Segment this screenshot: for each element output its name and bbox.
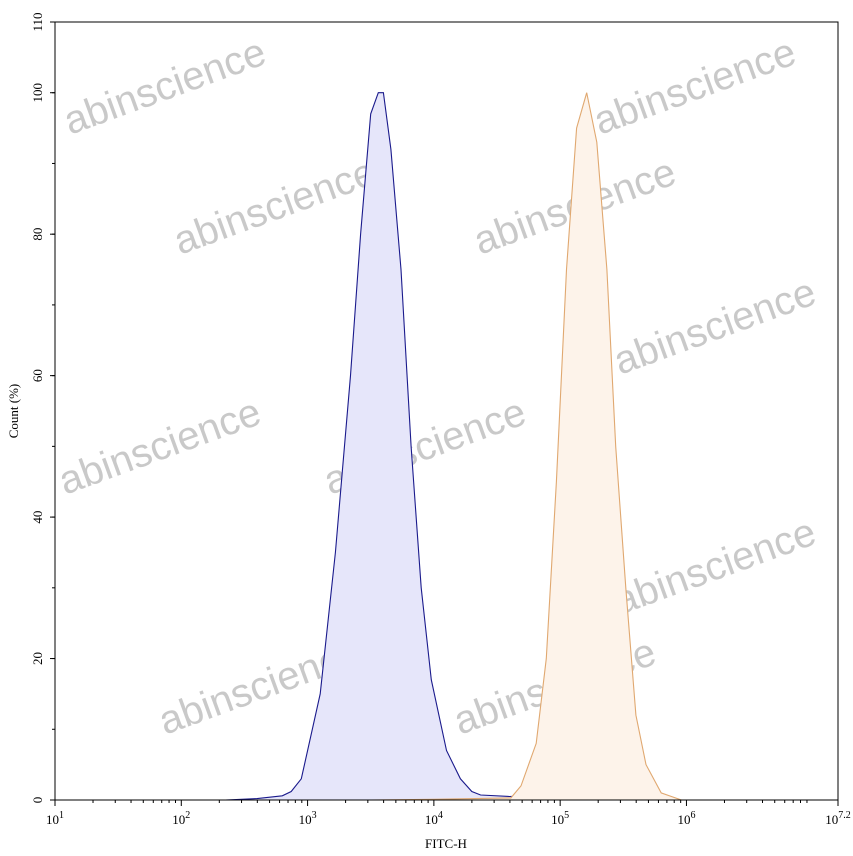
x-tick-label: 106 <box>677 810 695 827</box>
y-tick-label: 20 <box>30 652 45 665</box>
series-1-fill <box>370 92 682 800</box>
watermark-text: abinscience <box>168 150 382 264</box>
watermark-text: abinscience <box>608 270 822 384</box>
plot-frame <box>54 21 839 801</box>
series-0-line <box>225 92 582 801</box>
x-axis-label: FITC-H <box>425 836 467 851</box>
series-layer <box>225 92 682 801</box>
y-tick-label: 60 <box>30 369 45 382</box>
y-tick-label: 0 <box>30 797 45 804</box>
x-tick-label: 102 <box>172 810 190 827</box>
x-tick-label: 101 <box>46 810 64 827</box>
y-axis-label: Count (%) <box>6 384 21 439</box>
series-0-fill <box>225 92 582 800</box>
x-tick-label: 103 <box>299 810 317 827</box>
watermarks: abinscience abinscienceabinscienceabinsci… <box>53 30 822 744</box>
series-1-line <box>370 92 682 801</box>
watermark-text: abinscience <box>588 30 802 144</box>
watermark-text: abinscience <box>53 390 267 504</box>
x-tick-label: 107.2 <box>825 810 851 827</box>
x-tick-label: 105 <box>551 810 569 827</box>
y-tick-label: 110 <box>30 12 45 31</box>
y-tick-label: 80 <box>30 228 45 241</box>
x-tick-label: 104 <box>425 810 443 827</box>
y-tick-label: 40 <box>30 511 45 524</box>
watermark-text: abinscience <box>608 510 822 624</box>
y-tick-label: 100 <box>30 83 45 103</box>
watermark-text: abinscience <box>58 30 272 144</box>
